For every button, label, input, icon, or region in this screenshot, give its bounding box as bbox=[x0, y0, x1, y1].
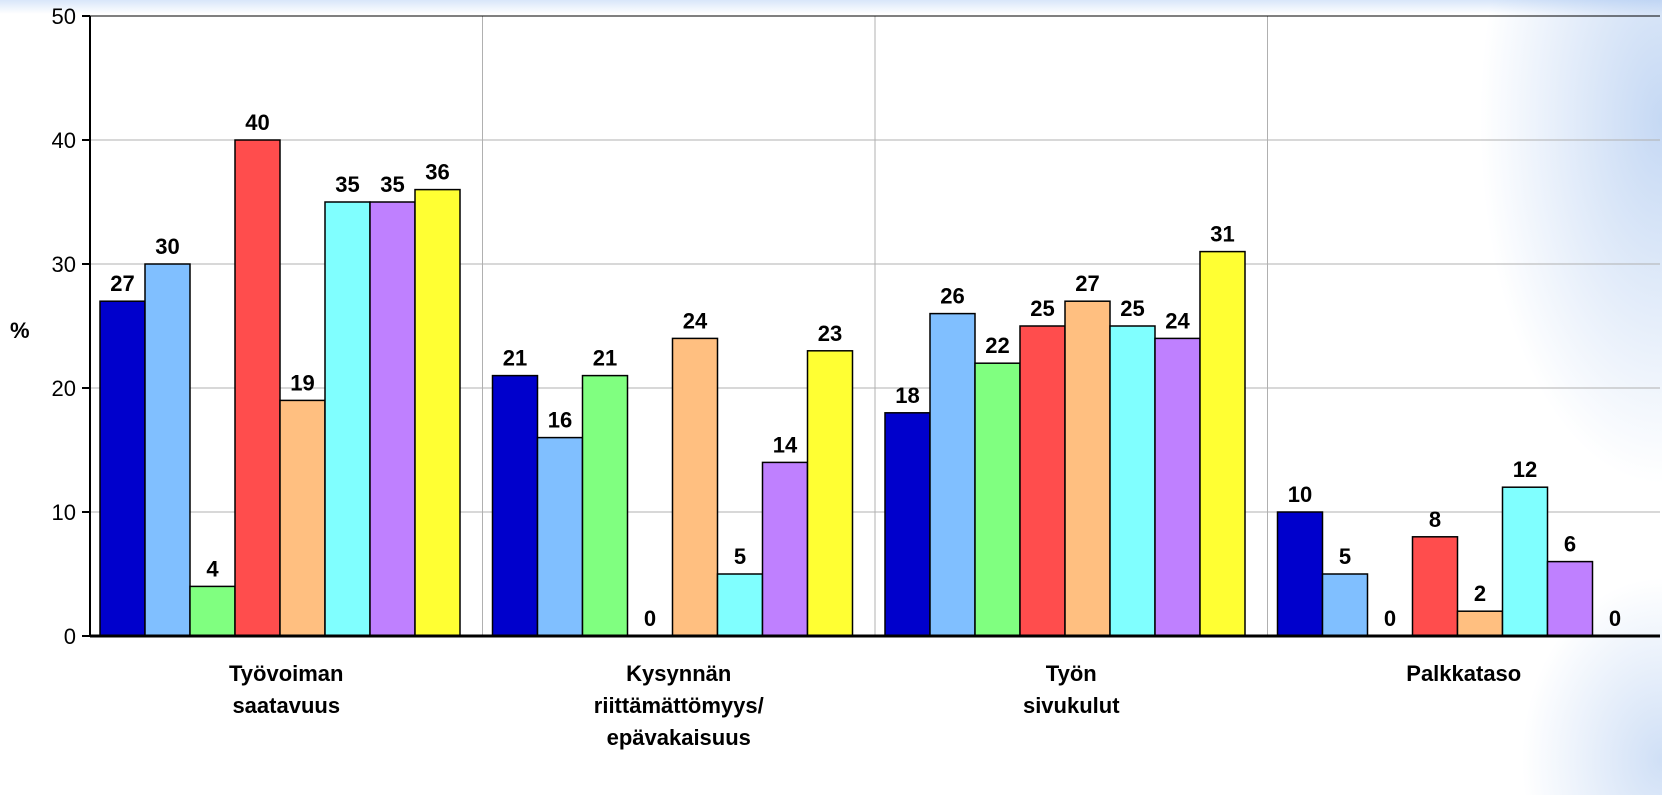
bar bbox=[189, 585, 236, 637]
bar bbox=[716, 573, 764, 637]
bar bbox=[234, 139, 281, 637]
data-label: 10 bbox=[1288, 482, 1312, 507]
bar bbox=[1321, 573, 1369, 637]
bar bbox=[369, 201, 416, 637]
category-label: Työn bbox=[1046, 661, 1097, 686]
bar bbox=[974, 362, 1021, 637]
bar bbox=[1199, 250, 1246, 637]
y-tick-label: 30 bbox=[52, 252, 76, 277]
data-label: 2 bbox=[1474, 581, 1486, 606]
category-label: saatavuus bbox=[232, 693, 340, 718]
bar bbox=[581, 374, 629, 637]
category-label: Työvoiman bbox=[229, 661, 344, 686]
y-tick-label: 0 bbox=[64, 624, 76, 649]
data-label: 25 bbox=[1120, 296, 1144, 321]
data-label: 12 bbox=[1513, 457, 1537, 482]
data-label: 35 bbox=[335, 172, 359, 197]
data-label: 36 bbox=[425, 160, 449, 185]
data-label: 23 bbox=[818, 321, 842, 346]
data-label: 21 bbox=[503, 346, 527, 371]
y-tick-label: 10 bbox=[52, 500, 76, 525]
bar bbox=[1276, 511, 1324, 637]
bar bbox=[414, 188, 461, 637]
data-label: 40 bbox=[245, 110, 269, 135]
data-label: 6 bbox=[1564, 532, 1576, 557]
data-label: 26 bbox=[940, 284, 964, 309]
data-label: 21 bbox=[593, 346, 617, 371]
y-tick-label: 50 bbox=[52, 4, 76, 29]
data-label: 16 bbox=[548, 408, 572, 433]
data-label: 24 bbox=[683, 308, 708, 333]
bar bbox=[1546, 560, 1594, 637]
data-label: 0 bbox=[644, 606, 656, 631]
y-tick-label: 20 bbox=[52, 376, 76, 401]
bar bbox=[929, 312, 976, 637]
bar bbox=[491, 374, 539, 637]
category-label: Palkkataso bbox=[1406, 661, 1521, 686]
data-label: 4 bbox=[206, 556, 219, 581]
bar bbox=[806, 350, 854, 637]
bar bbox=[1411, 536, 1459, 637]
bar bbox=[1456, 610, 1504, 637]
bar bbox=[1501, 486, 1549, 637]
bar bbox=[1019, 325, 1066, 637]
data-label: 27 bbox=[110, 271, 134, 296]
category-label: sivukulut bbox=[1023, 693, 1120, 718]
data-label: 0 bbox=[1609, 606, 1621, 631]
bar bbox=[671, 337, 719, 637]
data-label: 35 bbox=[380, 172, 404, 197]
bar bbox=[279, 399, 326, 637]
category-label: epävakaisuus bbox=[607, 725, 751, 750]
data-label: 0 bbox=[1384, 606, 1396, 631]
data-label: 27 bbox=[1075, 271, 1099, 296]
data-label: 18 bbox=[895, 383, 919, 408]
data-label: 31 bbox=[1210, 222, 1234, 247]
bar bbox=[1064, 300, 1111, 637]
bar bbox=[144, 263, 191, 637]
data-label: 25 bbox=[1030, 296, 1054, 321]
category-label: Kysynnän bbox=[626, 661, 731, 686]
data-label: 5 bbox=[734, 544, 746, 569]
data-label: 30 bbox=[155, 234, 179, 259]
data-label: 14 bbox=[773, 432, 798, 457]
bar bbox=[1154, 337, 1201, 637]
category-labels: Työvoiman saatavuus Kysynnän riittämättömyy… bbox=[229, 661, 1521, 750]
bar bbox=[99, 300, 146, 637]
data-label: 19 bbox=[290, 370, 314, 395]
data-label: 8 bbox=[1429, 507, 1441, 532]
data-label: 22 bbox=[985, 333, 1009, 358]
y-axis-label: % bbox=[10, 318, 30, 343]
bar bbox=[884, 412, 931, 637]
data-label: 5 bbox=[1339, 544, 1351, 569]
bars bbox=[90, 139, 1660, 638]
data-label: 24 bbox=[1165, 308, 1190, 333]
bar bbox=[761, 461, 809, 637]
bar bbox=[324, 201, 371, 637]
bar bbox=[536, 436, 584, 637]
y-tick-label: 40 bbox=[52, 128, 76, 153]
bar bbox=[1109, 325, 1156, 637]
category-label: riittämättömyys/ bbox=[594, 693, 764, 718]
